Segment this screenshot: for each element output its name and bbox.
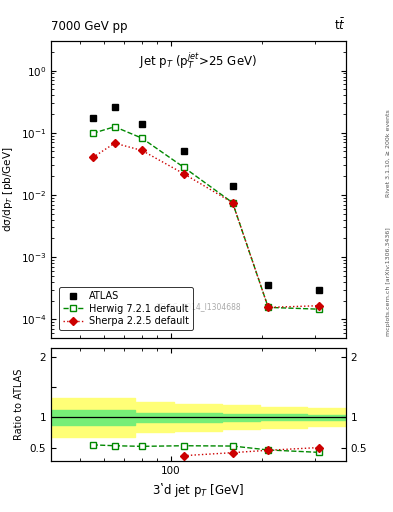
Sherpa 2.2.5 default xyxy=(90,155,95,161)
Herwig 7.2.1 default xyxy=(90,130,95,136)
ATLAS xyxy=(140,121,144,127)
Herwig 7.2.1 default xyxy=(140,135,144,141)
ATLAS xyxy=(181,148,186,155)
ATLAS xyxy=(112,104,117,110)
Text: ATLAS_2014_I1304688: ATLAS_2014_I1304688 xyxy=(155,302,242,311)
Sherpa 2.2.5 default xyxy=(266,304,270,310)
Text: 7000 GeV pp: 7000 GeV pp xyxy=(51,20,128,33)
Line: Sherpa 2.2.5 default: Sherpa 2.2.5 default xyxy=(90,140,322,310)
X-axis label: 3ʽd jet p$_T$ [GeV]: 3ʽd jet p$_T$ [GeV] xyxy=(152,481,245,499)
Herwig 7.2.1 default xyxy=(112,124,117,130)
Text: t$\bar{t}$: t$\bar{t}$ xyxy=(334,18,346,33)
Line: ATLAS: ATLAS xyxy=(89,103,323,293)
Text: Rivet 3.1.10, ≥ 200k events: Rivet 3.1.10, ≥ 200k events xyxy=(386,110,391,198)
Sherpa 2.2.5 default xyxy=(112,140,117,146)
Text: Jet p$_T$ (p$_T^{jet}$>25 GeV): Jet p$_T$ (p$_T^{jet}$>25 GeV) xyxy=(140,50,257,71)
Sherpa 2.2.5 default xyxy=(140,147,144,154)
ATLAS xyxy=(317,287,321,293)
Herwig 7.2.1 default xyxy=(317,306,321,312)
Sherpa 2.2.5 default xyxy=(317,303,321,309)
Y-axis label: dσ/dp$_T$ [pb/GeV]: dσ/dp$_T$ [pb/GeV] xyxy=(1,147,15,232)
Sherpa 2.2.5 default xyxy=(181,170,186,177)
Herwig 7.2.1 default xyxy=(230,200,235,206)
Line: Herwig 7.2.1 default: Herwig 7.2.1 default xyxy=(89,123,323,313)
Herwig 7.2.1 default xyxy=(266,304,270,310)
Herwig 7.2.1 default xyxy=(181,164,186,170)
Legend: ATLAS, Herwig 7.2.1 default, Sherpa 2.2.5 default: ATLAS, Herwig 7.2.1 default, Sherpa 2.2.… xyxy=(59,287,193,330)
ATLAS xyxy=(230,183,235,189)
ATLAS xyxy=(266,282,270,288)
Y-axis label: Ratio to ATLAS: Ratio to ATLAS xyxy=(14,369,24,440)
ATLAS xyxy=(90,115,95,121)
Text: mcplots.cern.ch [arXiv:1306.3436]: mcplots.cern.ch [arXiv:1306.3436] xyxy=(386,227,391,336)
Sherpa 2.2.5 default xyxy=(230,200,235,206)
